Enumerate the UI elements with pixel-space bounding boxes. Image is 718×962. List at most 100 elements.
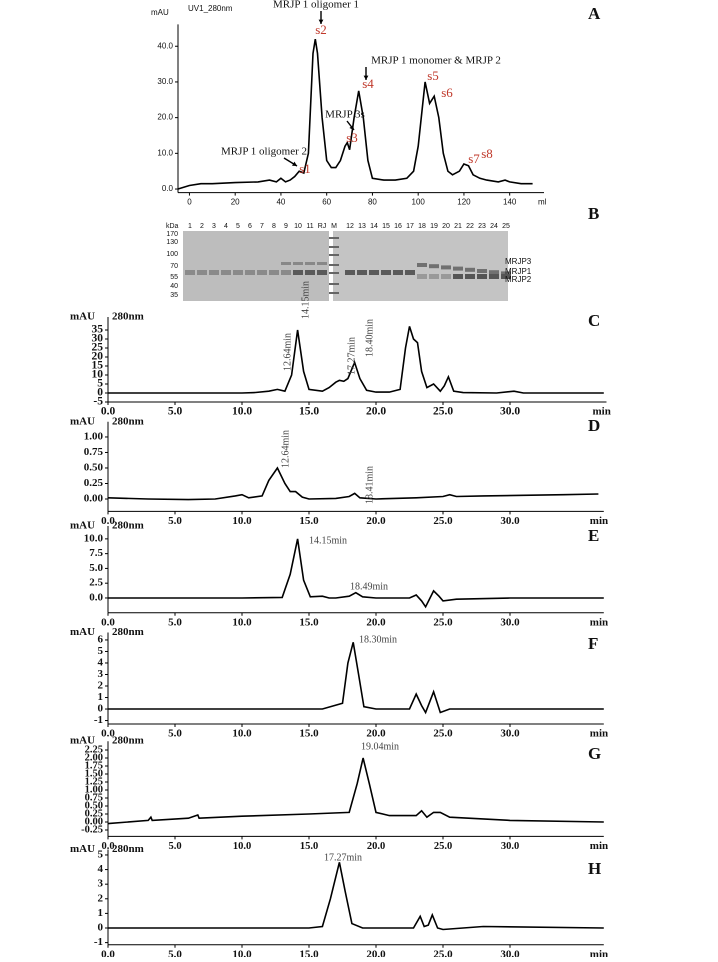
peak-label: s4 — [362, 76, 374, 91]
mw-label: 170 — [166, 231, 178, 238]
y-tick-label: 0.50 — [84, 462, 104, 474]
y-tick-label: 1.50 — [85, 768, 103, 779]
x-tick-label: 25.0 — [433, 948, 453, 957]
lane-label: 2 — [200, 223, 204, 230]
lane-label: 10 — [294, 223, 302, 230]
x-tick-label: 0.0 — [101, 515, 115, 527]
band — [417, 263, 427, 267]
x-tick-label: 20 — [231, 198, 240, 207]
band — [329, 246, 339, 248]
x-tick-label: 5.0 — [168, 841, 181, 852]
y-tick-label: 1 — [98, 907, 104, 919]
band — [329, 237, 339, 239]
x-tick-label: 10.0 — [233, 841, 251, 852]
panel-label: C — [588, 311, 600, 330]
y-tick-label: 0.00 — [84, 493, 104, 505]
band — [257, 270, 267, 275]
peak-label: s5 — [427, 68, 439, 83]
band — [477, 269, 487, 273]
peak-label: 18.30min — [359, 634, 397, 645]
y-tick-label: 40.0 — [157, 41, 173, 50]
x-tick-label: 20.0 — [366, 616, 386, 628]
y-tick-label: 0.75 — [84, 446, 104, 458]
peak-label: 14.15min — [300, 281, 311, 319]
x-axis-label: min — [590, 840, 608, 852]
chart-title: 280nm — [112, 735, 144, 747]
y-tick-label: 25 — [92, 342, 104, 354]
x-tick-label: 5.0 — [168, 406, 183, 418]
lane-label: 22 — [466, 223, 474, 230]
y-tick-label: 3 — [98, 668, 104, 680]
unit-label: kDa — [166, 223, 179, 230]
x-tick-label: 0.0 — [101, 841, 114, 852]
lane-label: 4 — [224, 223, 228, 230]
y-axis-label: mAU — [70, 626, 95, 638]
x-tick-label: 25.0 — [433, 406, 453, 418]
y-tick-label: 1.25 — [85, 776, 103, 787]
mw-label: 35 — [170, 292, 178, 299]
x-tick-label: 0.0 — [101, 406, 116, 418]
x-tick-label: 10.0 — [232, 616, 252, 628]
x-tick-label: 10.0 — [232, 728, 252, 740]
y-tick-label: 3 — [98, 878, 104, 890]
x-tick-label: 10.0 — [232, 515, 252, 527]
lane-label: 17 — [406, 223, 414, 230]
y-tick-label: 6 — [98, 633, 104, 645]
mw-label: 55 — [170, 274, 178, 281]
panel-label: G — [588, 744, 601, 763]
band — [477, 274, 487, 279]
lane-label: 5 — [236, 223, 240, 230]
lane-label: 9 — [284, 223, 288, 230]
y-tick-label: 5 — [98, 848, 104, 860]
x-tick-label: 15.0 — [300, 841, 318, 852]
x-tick-label: 20.0 — [366, 948, 386, 957]
y-tick-label: 0.0 — [162, 184, 174, 193]
x-tick-label: 30.0 — [500, 728, 520, 740]
y-tick-label: 20.0 — [157, 113, 173, 122]
y-tick-label: 20 — [92, 351, 104, 363]
lane-label: 20 — [442, 223, 450, 230]
lane-label: 8 — [272, 223, 276, 230]
band — [501, 271, 511, 276]
chart-title: 280nm — [112, 520, 144, 532]
lane-label: 14 — [370, 223, 378, 230]
x-tick-label: 5.0 — [168, 948, 182, 957]
chart-title: 280nm — [112, 626, 144, 638]
band — [305, 262, 315, 265]
x-tick-label: 20.0 — [366, 515, 386, 527]
gel — [183, 231, 329, 301]
trace — [177, 38, 533, 190]
y-tick-label: 4 — [98, 657, 104, 669]
y-tick-label: -1 — [94, 714, 103, 726]
band — [329, 292, 339, 294]
band — [329, 283, 339, 285]
chart-title: 280nm — [112, 415, 144, 427]
y-tick-label: 0.25 — [85, 808, 103, 819]
trace — [108, 326, 604, 394]
annotation: MRJP 1 oligomer 2 — [221, 146, 307, 158]
y-tick-label: 1.00 — [84, 430, 104, 442]
annotation: MRJP 1 monomer & MRJP 2 — [371, 55, 501, 67]
x-tick-label: 120 — [457, 198, 471, 207]
y-tick-label: 2 — [98, 680, 104, 692]
y-tick-label: 0.0 — [89, 592, 103, 604]
trace — [107, 757, 604, 825]
y-tick-label: 2.00 — [85, 752, 103, 763]
y-tick-label: 2 — [98, 892, 104, 904]
peak-label: 12.64min — [280, 430, 291, 468]
y-tick-label: -1 — [94, 936, 103, 948]
trace — [108, 538, 604, 609]
lane-label: 3 — [212, 223, 216, 230]
panel-label: H — [588, 859, 601, 878]
x-tick-label: 15.0 — [299, 406, 319, 418]
lane-label: 19 — [430, 223, 438, 230]
y-tick-label: 1.00 — [85, 784, 103, 795]
trace — [108, 642, 604, 715]
peak-label: 18.41min — [364, 466, 375, 504]
band — [305, 270, 315, 275]
band — [281, 270, 291, 275]
y-tick-label: 10.0 — [157, 148, 173, 157]
x-tick-label: 30.0 — [500, 406, 520, 418]
